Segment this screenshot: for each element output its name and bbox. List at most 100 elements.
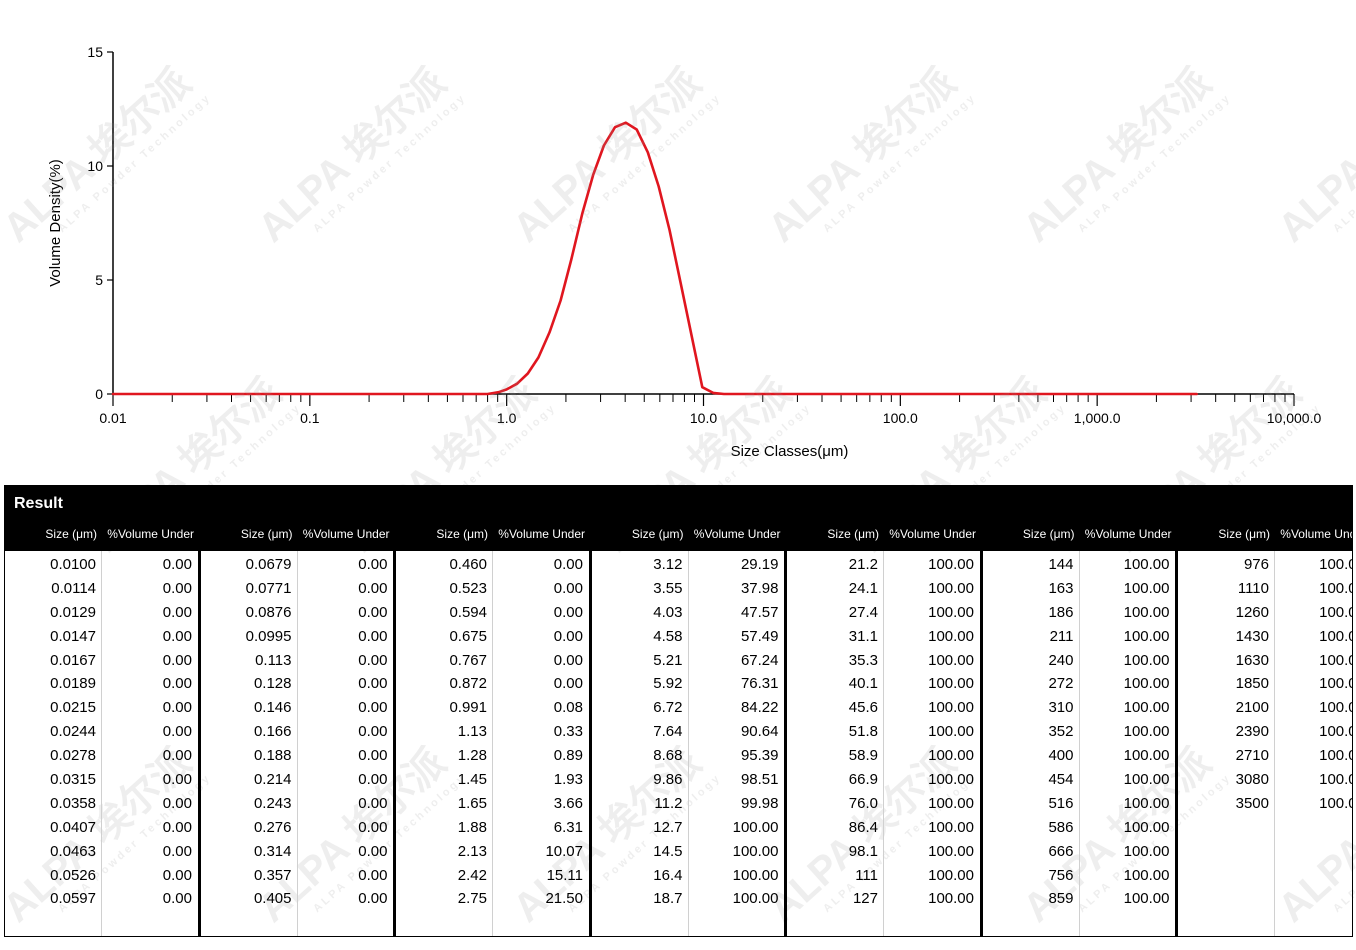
y-axis-title: Volume Density(%)	[47, 159, 64, 287]
volume-cell: 0.00	[162, 627, 192, 645]
volume-under-header: %Volume Under	[302, 527, 390, 541]
size-column: 144 163 186 211 240 272 310 352 400 454 516 586 666 7…	[983, 551, 1080, 936]
size-cell: 0.113	[255, 651, 292, 669]
volume-cell: 0.00	[358, 579, 388, 597]
size-cell: 1.65	[457, 794, 487, 812]
volume-cell: 100.00	[928, 675, 974, 693]
x-axis-title: Size Classes(μm)	[731, 443, 849, 460]
volume-cell: 100.00	[928, 794, 974, 812]
size-cell: 66.9	[848, 771, 878, 789]
volume-cell: 0.89	[553, 747, 583, 765]
volume-cell: 100.00	[928, 556, 974, 573]
volume-cell: 0.00	[162, 747, 192, 765]
size-cell: 0.460	[449, 556, 487, 573]
volume-cell: 0.00	[162, 723, 192, 741]
size-cell: 0.0215	[50, 699, 96, 717]
volume-cell: 0.00	[358, 818, 388, 836]
size-cell: 5.92	[653, 675, 683, 693]
volume-cell: 100.00	[1319, 579, 1352, 597]
size-cell: 18.7	[653, 890, 683, 908]
size-cell: 1.45	[457, 771, 487, 789]
size-cell: 0.0244	[50, 723, 96, 741]
volume-cell: 10.07	[545, 842, 583, 860]
volume-under-header: %Volume Under	[498, 527, 585, 541]
size-cell: 2.75	[457, 890, 487, 908]
table-column: 0.460 0.523 0.594 0.675 0.767 0.872 0.991 1.13 1…	[396, 551, 592, 936]
volume-cell: 100.00	[928, 627, 974, 645]
size-column: 21.2 24.1 27.4 31.1 35.3 40.1 45.6 51.8 58.9 66.9…	[787, 551, 884, 936]
size-cell: 0.767	[449, 651, 487, 669]
size-cell: 45.6	[848, 699, 878, 717]
volume-cell: 0.33	[553, 723, 583, 741]
volume-cell: 100.00	[732, 890, 779, 908]
size-cell: 756	[1048, 866, 1074, 884]
result-table: Result Size (μm) %Volume Under Size (μm) %V…	[4, 485, 1353, 937]
size-cell: 21.2	[848, 556, 878, 573]
volume-cell: 0.00	[162, 675, 192, 693]
size-cell: 144	[1048, 556, 1074, 573]
size-cell: 51.8	[848, 723, 878, 741]
size-cell: 5.21	[653, 651, 683, 669]
size-cell: 0.0358	[50, 794, 96, 812]
volume-cell: 0.00	[358, 771, 388, 789]
size-column: 0.460 0.523 0.594 0.675 0.767 0.872 0.991 1.13 1…	[396, 551, 493, 936]
volume-cell: 0.00	[162, 556, 192, 573]
size-cell: 111	[855, 866, 878, 884]
size-cell: 0.0147	[50, 627, 96, 645]
volume-column: 29.19 37.98 47.57 57.49 67.24 76.31 84.22 90.64…	[689, 551, 784, 936]
size-cell: 2.13	[457, 842, 487, 860]
size-cell: 0.214	[253, 771, 292, 789]
size-cell: 586	[1048, 818, 1074, 836]
volume-cell: 57.49	[740, 627, 779, 645]
size-cell: 1850	[1235, 675, 1269, 693]
size-cell: 0.128	[253, 675, 292, 693]
volume-cell: 100.00	[1123, 771, 1170, 789]
size-cell: 76.0	[848, 794, 878, 812]
size-cell: 310	[1048, 699, 1074, 717]
size-cell: 240	[1048, 651, 1074, 669]
size-cell: 127	[852, 890, 878, 908]
size-cell: 0.0526	[50, 866, 96, 884]
volume-cell: 0.00	[358, 699, 388, 717]
size-cell: 3.55	[653, 579, 683, 597]
header-group: Size (μm) %Volume Under	[592, 519, 788, 551]
volume-cell: 84.22	[740, 699, 779, 717]
y-tick-label: 5	[95, 272, 103, 288]
table-body: 0.0100 0.0114 0.0129 0.0147 0.0167 0.0189 0.02…	[5, 551, 1352, 936]
volume-cell: 100.00	[928, 723, 974, 741]
volume-cell: 0.00	[358, 603, 388, 621]
size-cell: 352	[1048, 723, 1074, 741]
size-header: Size (μm)	[1022, 527, 1075, 541]
size-cell: 0.0597	[50, 890, 96, 908]
volume-cell: 67.24	[740, 651, 779, 669]
size-cell: 3080	[1235, 771, 1269, 789]
size-cell: 0.166	[253, 723, 292, 741]
volume-cell: 100.00	[928, 651, 974, 669]
volume-cell: 29.19	[740, 556, 779, 573]
size-cell: 12.7	[653, 818, 683, 836]
size-cell: 31.1	[848, 627, 878, 645]
size-header: Size (μm)	[45, 527, 97, 541]
volume-cell: 15.11	[546, 866, 583, 884]
size-cell: 4.58	[653, 627, 683, 645]
size-cell: 58.9	[848, 747, 878, 765]
x-tick-label: 10,000.0	[1267, 410, 1322, 426]
size-cell: 7.64	[653, 723, 683, 741]
size-cell: 3.12	[653, 556, 683, 573]
size-cell: 859	[1048, 890, 1074, 908]
volume-cell: 100.00	[1319, 603, 1352, 621]
size-cell: 2100	[1235, 699, 1269, 717]
volume-density-chart: 0 5 10 15 0.01 0.1 1.0 10.0 100.0 1,000.0 10,000.0…	[47, 44, 1322, 460]
size-cell: 272	[1048, 675, 1074, 693]
size-cell: 2710	[1235, 747, 1269, 765]
size-cell: 1630	[1235, 651, 1269, 669]
size-cell: 0.0189	[50, 675, 96, 693]
size-cell: 0.0167	[50, 651, 96, 669]
size-column: 0.0100 0.0114 0.0129 0.0147 0.0167 0.0189 0.02…	[5, 551, 102, 936]
volume-cell: 0.00	[358, 651, 388, 669]
x-tick-label: 100.0	[883, 410, 918, 426]
table-column: 3.12 3.55 4.03 4.58 5.21 5.92 6.72 7.64 8.68 9.86…	[592, 551, 787, 936]
size-cell: 0.0114	[51, 579, 96, 597]
volume-cell: 37.98	[740, 579, 779, 597]
volume-cell: 0.00	[553, 651, 583, 669]
